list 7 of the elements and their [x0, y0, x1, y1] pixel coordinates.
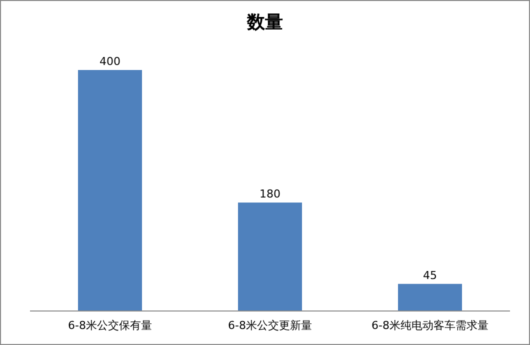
x-tick-label: 6-8米纯电动客车需求量	[372, 319, 488, 332]
chart-title: 数量	[246, 12, 283, 33]
x-tick-label: 6-8米公交更新量	[228, 319, 312, 332]
data-label: 400	[100, 55, 120, 68]
data-label: 180	[260, 188, 280, 201]
data-label: 45	[423, 268, 437, 282]
x-tick-label: 6-8米公交保有量	[68, 319, 152, 332]
